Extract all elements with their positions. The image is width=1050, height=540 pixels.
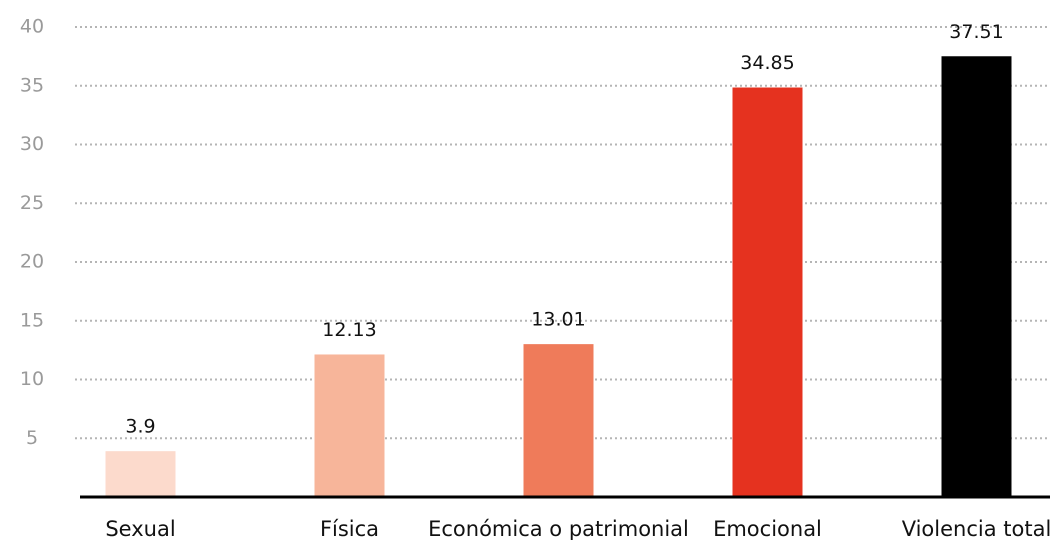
bar bbox=[523, 344, 594, 497]
value-label: 13.01 bbox=[531, 309, 585, 331]
y-tick-label: 25 bbox=[20, 192, 44, 214]
x-tick-label: Violencia total bbox=[902, 517, 1050, 540]
y-tick-label: 30 bbox=[20, 133, 44, 155]
y-tick-label: 15 bbox=[20, 309, 44, 331]
y-tick-label: 40 bbox=[20, 16, 44, 38]
value-label: 37.51 bbox=[949, 21, 1003, 43]
y-tick-label: 10 bbox=[20, 368, 44, 390]
x-tick-label: Emocional bbox=[713, 517, 822, 540]
bar bbox=[941, 56, 1012, 497]
value-label: 34.85 bbox=[740, 52, 794, 74]
y-tick-label: 5 bbox=[26, 427, 38, 449]
x-tick-label: Sexual bbox=[105, 517, 175, 540]
bar bbox=[732, 87, 803, 497]
value-label: 3.9 bbox=[125, 416, 155, 438]
x-tick-label: Física bbox=[320, 517, 379, 540]
y-tick-label: 35 bbox=[20, 74, 44, 96]
value-label: 12.13 bbox=[322, 319, 376, 341]
x-tick-label: Económica o patrimonial bbox=[428, 517, 689, 540]
y-tick-label: 20 bbox=[20, 251, 44, 273]
bar bbox=[105, 451, 176, 497]
bar bbox=[314, 354, 385, 497]
